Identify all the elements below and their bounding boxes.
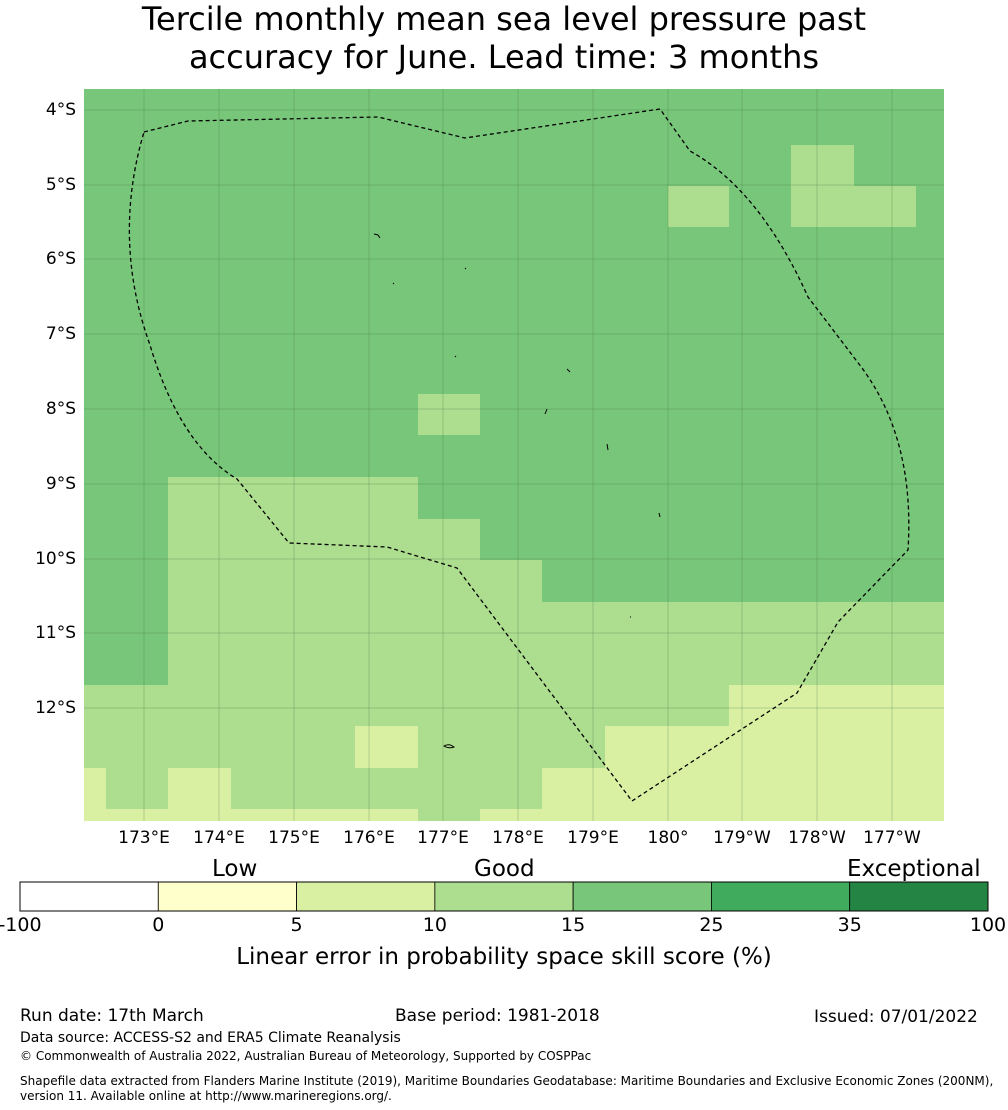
island	[392, 282, 395, 285]
colorbar-segment	[849, 881, 989, 912]
island	[566, 368, 571, 373]
colorbar-tick-label: 100	[969, 914, 1007, 936]
grid-cell	[480, 809, 542, 821]
longitude-label: 174°E	[193, 828, 245, 848]
colorbar-segment	[19, 881, 159, 912]
category-good: Good	[474, 856, 535, 882]
graticule	[84, 89, 944, 821]
colorbar-segment	[434, 881, 574, 912]
latitude-label: 11°S	[35, 623, 76, 643]
eez-boundary	[128, 108, 910, 802]
longitude-label: 179°W	[713, 828, 771, 848]
shapefile-credit-line-2: version 11. Available online at http://w…	[20, 1089, 392, 1103]
colorbar-tick-label: -100	[0, 914, 42, 936]
latitude-label: 4°S	[45, 100, 76, 120]
grid-cell	[668, 186, 729, 227]
grid-cell	[106, 809, 418, 821]
colorbar-tick-label: 10	[422, 914, 447, 936]
colorbar-segment	[711, 881, 851, 912]
latitude-label: 6°S	[45, 249, 76, 269]
longitude-label: 176°E	[343, 828, 395, 848]
data-source: Data source: ACCESS-S2 and ERA5 Climate …	[20, 1030, 401, 1046]
island	[443, 744, 455, 749]
title-line-2: accuracy for June. Lead time: 3 months	[188, 38, 820, 76]
latitude-label: 9°S	[45, 474, 76, 494]
longitude-label: 173°E	[118, 828, 170, 848]
longitude-label: 178°E	[492, 828, 544, 848]
grid-cell	[168, 768, 231, 809]
grid-cell	[791, 145, 854, 227]
longitude-label: 179°E	[567, 828, 619, 848]
island	[606, 443, 609, 451]
island	[373, 233, 381, 239]
colorbar-tick-label: 0	[152, 914, 165, 936]
colorbar-tick-label: 25	[699, 914, 724, 936]
latitude-label: 12°S	[35, 698, 76, 718]
island	[658, 512, 661, 518]
copyright: © Commonwealth of Australia 2022, Austra…	[20, 1049, 592, 1063]
longitude-label: 175°E	[268, 828, 320, 848]
grid-cell	[84, 768, 106, 821]
latitude-label: 7°S	[45, 324, 76, 344]
islands	[373, 233, 661, 749]
latitude-label: 8°S	[45, 399, 76, 419]
latitude-label: 10°S	[35, 549, 76, 569]
colorbar-caption: Linear error in probability space skill …	[236, 944, 772, 970]
grid-cell	[418, 394, 480, 435]
colorbar-tick-label: 5	[290, 914, 303, 936]
longitude-label: 178°W	[788, 828, 846, 848]
grid-cell	[355, 726, 418, 768]
grid-cell	[605, 726, 729, 821]
grid-cell	[854, 186, 916, 227]
longitude-label: 177°W	[863, 828, 921, 848]
colorbar	[19, 881, 989, 912]
grid-cell	[729, 685, 944, 821]
longitude-label: 180°	[647, 828, 689, 848]
longitude-label: 177°E	[417, 828, 469, 848]
colorbar-segment	[157, 881, 297, 912]
category-exceptional: Exceptional	[847, 856, 981, 882]
base-period: Base period: 1981-2018	[395, 1006, 600, 1026]
grid-cell	[418, 519, 480, 821]
colorbar-segment	[572, 881, 712, 912]
colorbar-segment	[296, 881, 436, 912]
colorbar-tick-label: 15	[561, 914, 586, 936]
chart-title: Tercile monthly mean sea level pressure …	[0, 0, 1008, 76]
island	[544, 408, 548, 415]
skill-score-grid	[84, 89, 944, 821]
title-line-1: Tercile monthly mean sea level pressure …	[141, 0, 867, 38]
grid-cell	[542, 768, 605, 821]
island	[454, 355, 457, 358]
latitude-label: 5°S	[45, 175, 76, 195]
grid-cell	[480, 560, 542, 821]
issued-date: Issued: 07/01/2022	[814, 1007, 978, 1027]
shapefile-credit-line-1: Shapefile data extracted from Flanders M…	[20, 1074, 994, 1088]
island	[464, 267, 467, 270]
run-date: Run date: 17th March	[20, 1006, 204, 1026]
colorbar-outline	[19, 881, 989, 912]
colorbar-tick-label: 35	[837, 914, 862, 936]
category-low: Low	[212, 856, 258, 882]
